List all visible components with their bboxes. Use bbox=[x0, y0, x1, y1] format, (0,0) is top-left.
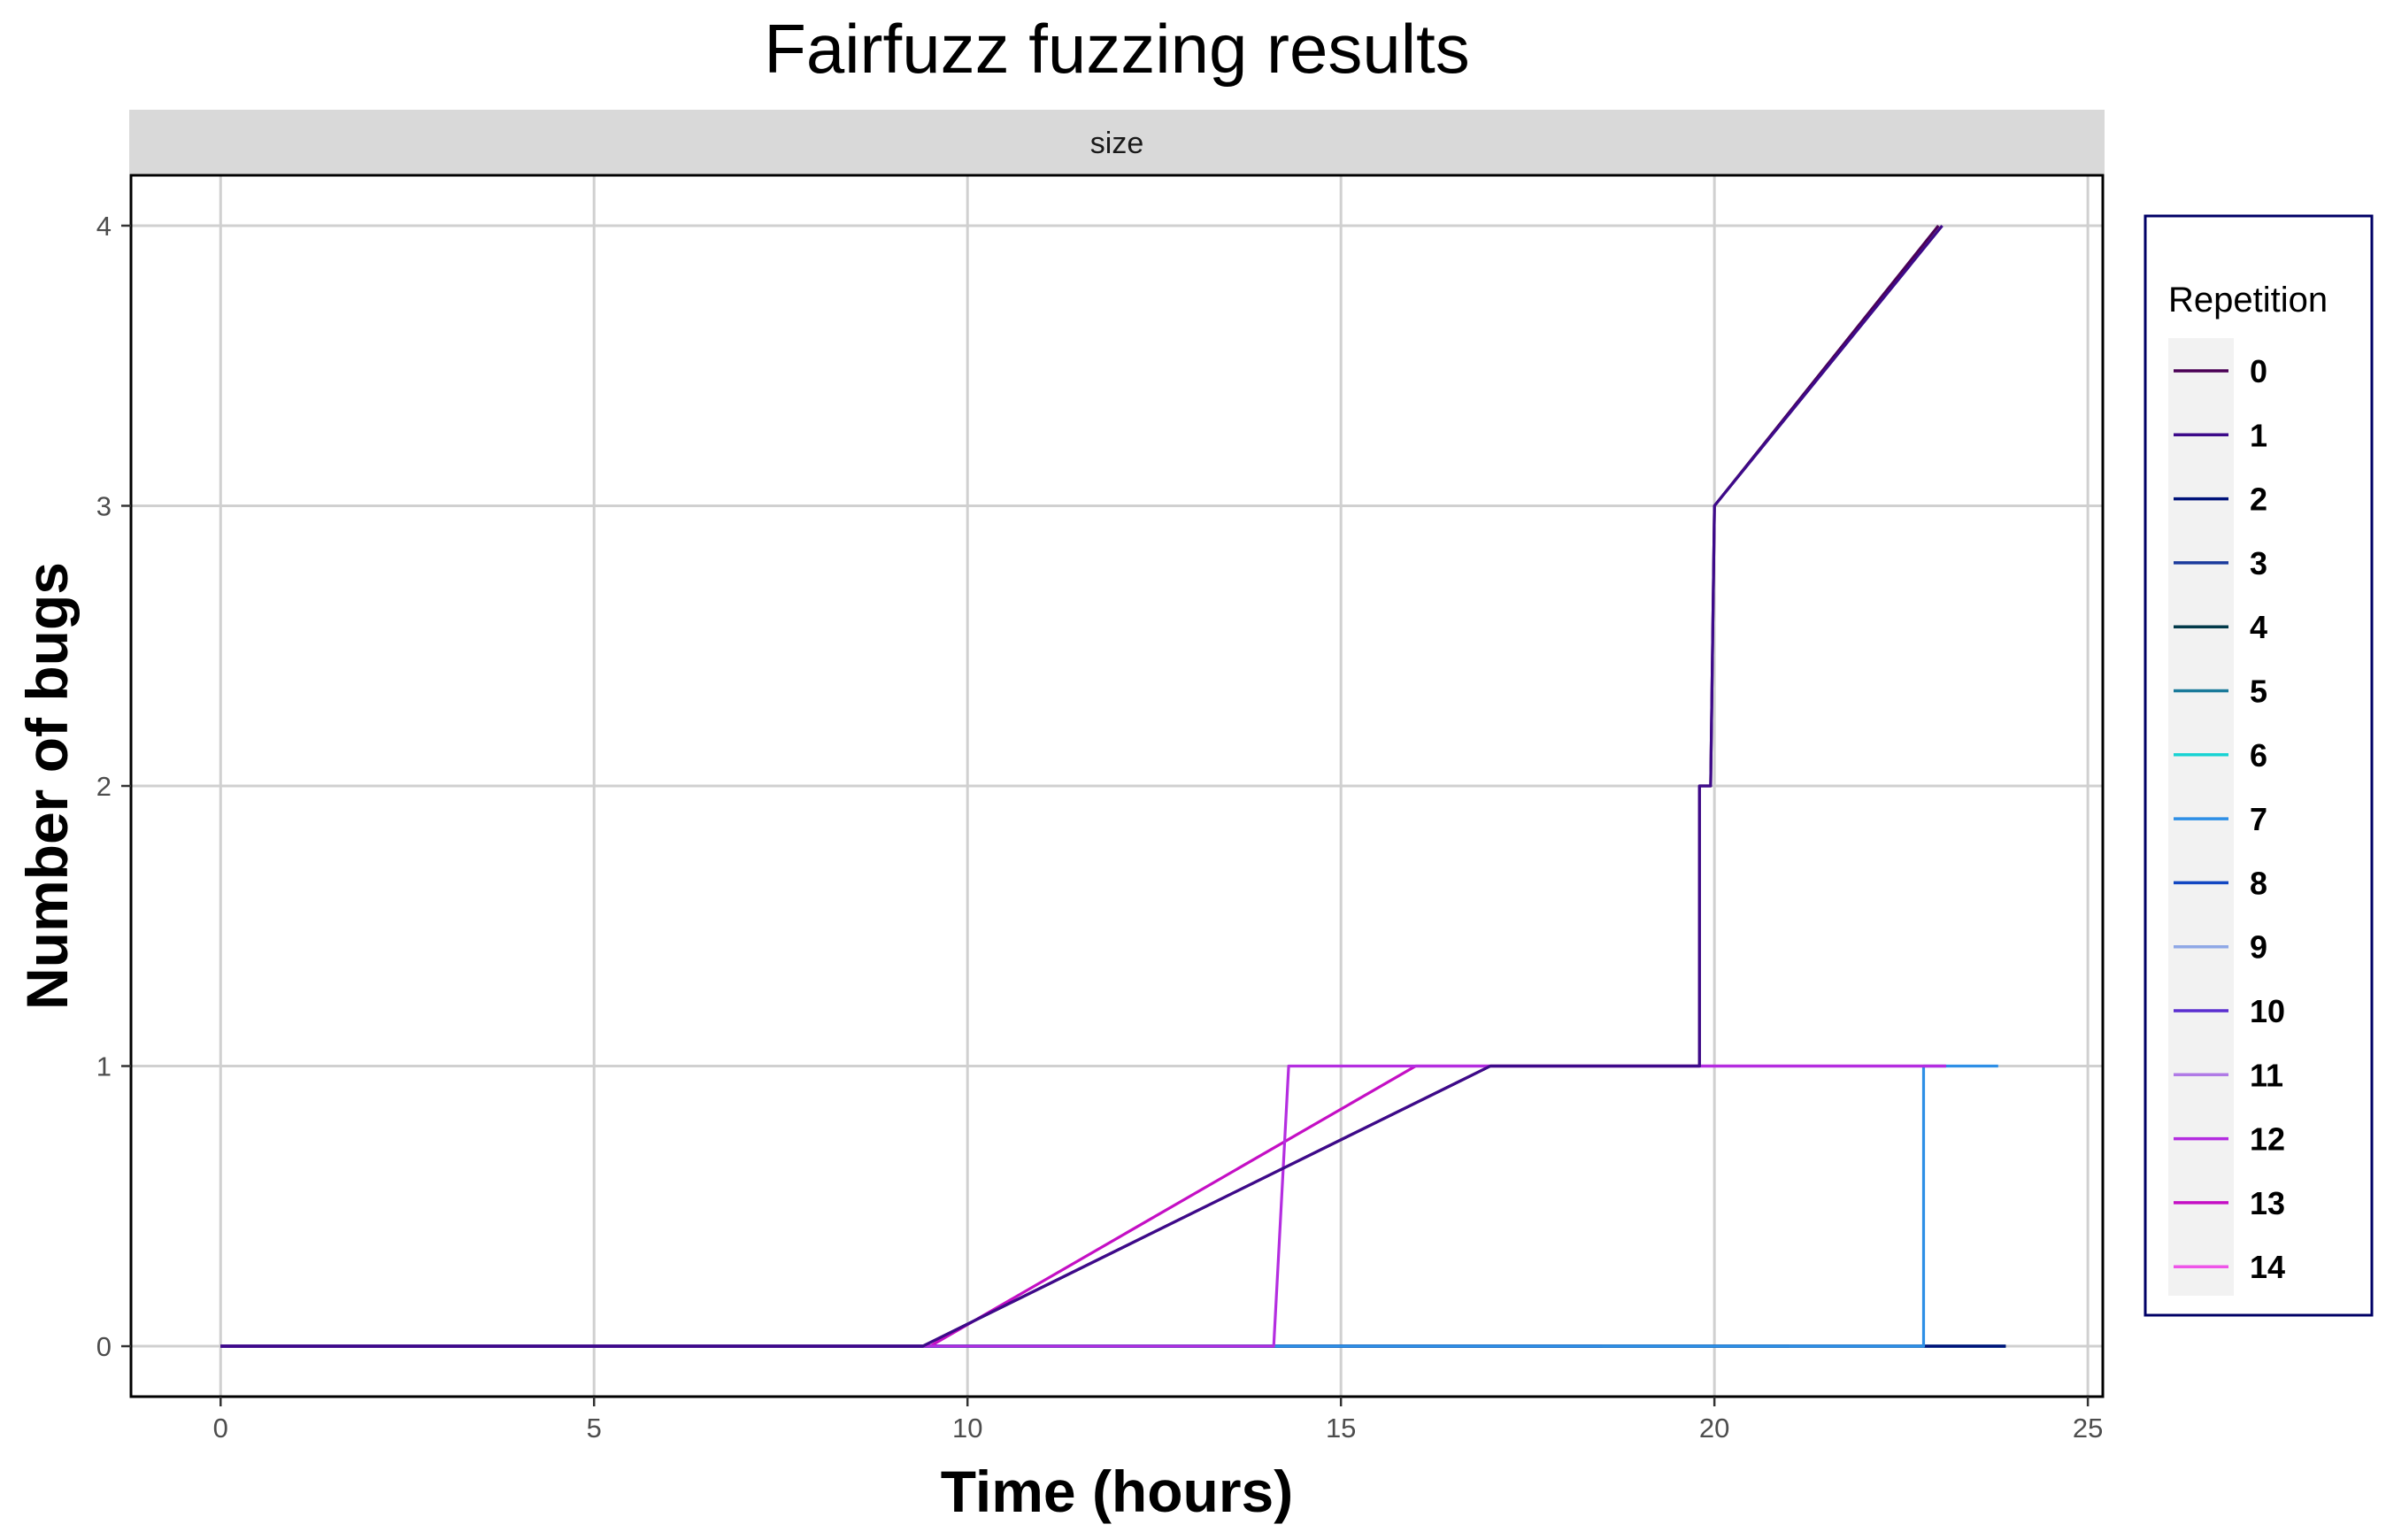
x-tick-label: 25 bbox=[2073, 1413, 2103, 1444]
y-tick-label: 3 bbox=[96, 490, 112, 521]
legend-label-13: 13 bbox=[2250, 1185, 2285, 1221]
legend-label-9: 9 bbox=[2250, 929, 2267, 966]
x-tick-label: 5 bbox=[587, 1413, 602, 1444]
series-line-1 bbox=[220, 224, 1943, 1348]
x-axis-title: Time (hours) bbox=[941, 1459, 1293, 1524]
x-tick-label: 10 bbox=[952, 1413, 982, 1444]
legend-label-14: 14 bbox=[2250, 1249, 2285, 1285]
legend-title: Repetition bbox=[2168, 281, 2328, 320]
legend-label-11: 11 bbox=[2250, 1057, 2283, 1093]
legend-label-0: 0 bbox=[2250, 353, 2267, 389]
y-tick-label: 4 bbox=[96, 211, 112, 242]
y-axis: 0 1 2 3 4 bbox=[96, 211, 131, 1362]
y-tick-label: 1 bbox=[96, 1051, 112, 1082]
legend-label-3: 3 bbox=[2250, 545, 2267, 581]
x-tick-label: 20 bbox=[1699, 1413, 1729, 1444]
x-tick-label: 15 bbox=[1326, 1413, 1356, 1444]
legend-label-5: 5 bbox=[2250, 674, 2267, 710]
y-axis-title: Number of bugs bbox=[14, 562, 80, 1010]
facet-strip bbox=[129, 110, 2105, 173]
legend-label-2: 2 bbox=[2250, 481, 2267, 518]
legend-label-12: 12 bbox=[2250, 1121, 2285, 1158]
y-tick-label: 0 bbox=[96, 1331, 112, 1362]
y-tick-label: 2 bbox=[96, 771, 112, 802]
legend-label-1: 1 bbox=[2250, 417, 2267, 453]
legend-label-6: 6 bbox=[2250, 737, 2267, 774]
series-layer bbox=[220, 224, 2006, 1348]
legend-label-7: 7 bbox=[2250, 801, 2267, 837]
x-tick-label: 0 bbox=[213, 1413, 228, 1444]
legend-label-4: 4 bbox=[2250, 609, 2267, 645]
x-axis: 0 5 10 15 20 25 bbox=[213, 1397, 2103, 1444]
legend-label-10: 10 bbox=[2250, 993, 2285, 1029]
facet-strip-label: size bbox=[1090, 127, 1143, 160]
legend-key-background bbox=[2168, 338, 2234, 1296]
legend-label-8: 8 bbox=[2250, 865, 2267, 901]
chart-title: Fairfuzz fuzzing results bbox=[764, 10, 1470, 88]
